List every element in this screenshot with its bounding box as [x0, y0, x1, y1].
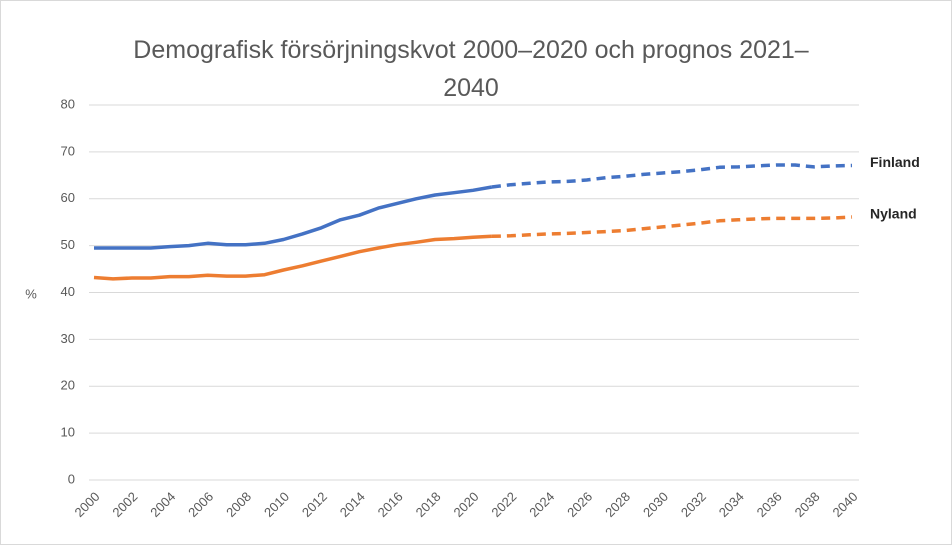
series-label: Nyland — [870, 206, 917, 222]
y-tick-label: 70 — [61, 143, 75, 158]
x-tick-label: 2038 — [792, 489, 823, 520]
y-tick-label: 20 — [61, 378, 75, 393]
x-tick-label: 2008 — [223, 489, 254, 520]
series-label: Finland — [870, 154, 920, 170]
y-tick-label: 0 — [68, 471, 75, 486]
x-tick-label: 2020 — [450, 489, 481, 520]
y-tick-label: 40 — [61, 284, 75, 299]
x-tick-label: 2004 — [147, 489, 178, 520]
x-tick-label: 2030 — [640, 489, 671, 520]
x-tick-label: 2022 — [488, 489, 519, 520]
y-tick-label: 60 — [61, 190, 75, 205]
x-tick-label: 2012 — [299, 489, 330, 520]
x-tick-label: 2034 — [716, 489, 747, 520]
x-tick-label: 2040 — [829, 489, 860, 520]
chart-title: Demografisk försörjningskvot 2000–2020 o… — [133, 36, 809, 102]
forecast-line — [491, 163, 853, 189]
x-tick-label: 2014 — [337, 489, 368, 520]
x-tick-label: 2024 — [526, 489, 557, 520]
x-tick-label: 2016 — [375, 489, 406, 520]
x-tick-label: 2028 — [602, 489, 633, 520]
forecast-line — [491, 215, 853, 239]
x-tick-label: 2002 — [109, 489, 140, 520]
line — [93, 234, 492, 281]
x-tick-label: 2026 — [564, 489, 595, 520]
x-tick-label: 2036 — [754, 489, 785, 520]
y-tick-label: 50 — [61, 237, 75, 252]
y-tick-label: 80 — [61, 96, 75, 111]
y-tick-label: 30 — [61, 331, 75, 346]
x-tick-label: 2006 — [185, 489, 216, 520]
x-tick-label: 2032 — [678, 489, 709, 520]
x-tick-label: 2000 — [71, 489, 102, 520]
x-tick-label: 2010 — [261, 489, 292, 520]
y-axis-label: % — [25, 286, 37, 301]
line — [94, 185, 493, 250]
x-tick-label: 2018 — [413, 489, 444, 520]
y-tick-label: 10 — [61, 425, 75, 440]
